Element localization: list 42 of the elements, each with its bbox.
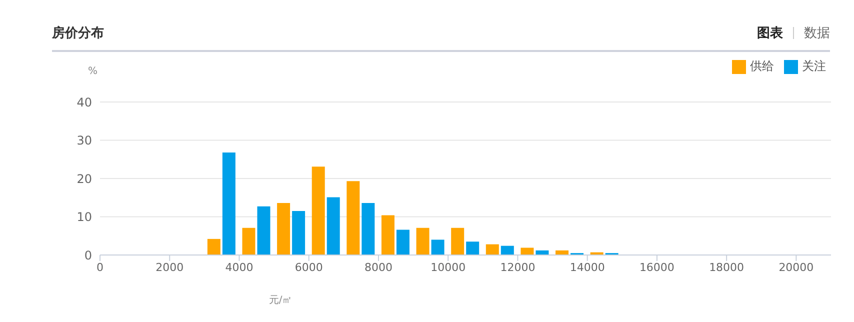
- legend-label: 供给: [750, 59, 774, 73]
- y-tick-label: 40: [76, 95, 92, 110]
- bar: [242, 228, 256, 255]
- x-tick-label: 14000: [570, 260, 605, 274]
- bar: [520, 248, 534, 255]
- text: 图表: [757, 26, 783, 41]
- y-axis-title: %: [88, 66, 98, 77]
- bar: [486, 244, 499, 255]
- x-tick-label: 8000: [364, 260, 392, 274]
- x-tick-label: 0: [96, 260, 104, 274]
- x-tick-label: 16000: [639, 260, 674, 274]
- bar: [431, 240, 444, 255]
- x-axis-title: 元/㎡: [268, 295, 292, 306]
- chart-title: 房价分布: [52, 24, 104, 42]
- x-tick-label: 20000: [778, 260, 814, 274]
- bar: [362, 202, 375, 255]
- bar: [416, 228, 430, 255]
- bar: [451, 228, 464, 255]
- bar: [381, 215, 394, 255]
- y-tick-label: 20: [76, 172, 92, 186]
- bar: [277, 202, 290, 255]
- bar: [257, 206, 270, 255]
- x-tick-label: 18000: [709, 260, 744, 274]
- x-tick-label: 12000: [500, 260, 536, 274]
- bar: [292, 211, 306, 255]
- y-tick-label: 30: [76, 134, 92, 148]
- legend-label: 关注: [802, 59, 826, 73]
- bar: [346, 181, 360, 255]
- y-tick-label: 10: [76, 210, 92, 224]
- x-tick-label: 10000: [430, 260, 466, 274]
- x-tick-label: 6000: [294, 260, 323, 274]
- bar: [222, 152, 236, 255]
- bar: [466, 242, 480, 255]
- bar: [500, 246, 514, 255]
- bar: [396, 230, 410, 255]
- y-tick-label: 0: [84, 248, 92, 262]
- text: 数据: [804, 26, 830, 41]
- bar: [326, 197, 340, 255]
- x-tick-label: 4000: [225, 260, 254, 274]
- bar: [207, 238, 220, 255]
- bar: [312, 166, 325, 255]
- x-tick-label: 2000: [156, 260, 184, 274]
